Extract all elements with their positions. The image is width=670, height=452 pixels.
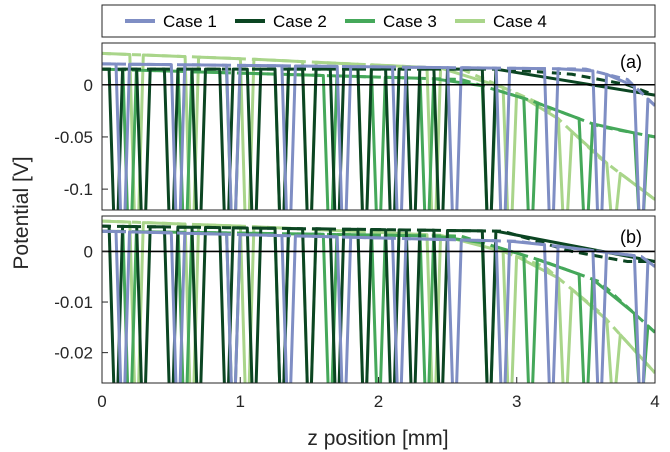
x-tick-label: 2 [374, 392, 383, 411]
panel-tag-b: (b) [620, 227, 642, 247]
y-tick-label: -0.02 [54, 344, 93, 363]
panel-tag-a: (a) [620, 52, 642, 72]
series-line-3-panel-2 [102, 229, 655, 383]
legend-label-1: Case 1 [163, 12, 217, 31]
series-line-1-panel-2 [102, 229, 655, 383]
legend-box [101, 4, 656, 38]
x-tick-label: 0 [97, 392, 106, 411]
x-tick-label: 3 [512, 392, 521, 411]
y-tick-label: 0 [84, 76, 93, 95]
x-tick-label: 1 [236, 392, 245, 411]
y-tick-label: -0.01 [54, 293, 93, 312]
y-tick-label: -0.1 [64, 180, 93, 199]
legend-label-4: Case 4 [493, 12, 547, 31]
legend-label-2: Case 2 [273, 12, 327, 31]
y-tick-label: 0 [84, 242, 93, 261]
axes-box-a [101, 42, 656, 211]
x-axis-label: z position [mm] [307, 427, 448, 450]
legend-label-3: Case 3 [383, 12, 437, 31]
y-tick-label: -0.05 [54, 128, 93, 147]
panel-a: 0 -0.05 -0.1 (a) [54, 42, 656, 211]
legend: Case 1 Case 2 Case 3 Case 4 [101, 4, 656, 38]
y-axis-label: Potential [V] [10, 156, 33, 269]
x-tick-label: 4 [650, 392, 659, 411]
panel-b: 0 -0.01 -0.02 0 1 2 3 4 (b) [54, 215, 660, 411]
series-line-1-panel-1 [102, 62, 655, 210]
series-line-2-panel-2 [102, 224, 655, 383]
series-line-3-panel-1 [102, 67, 655, 210]
